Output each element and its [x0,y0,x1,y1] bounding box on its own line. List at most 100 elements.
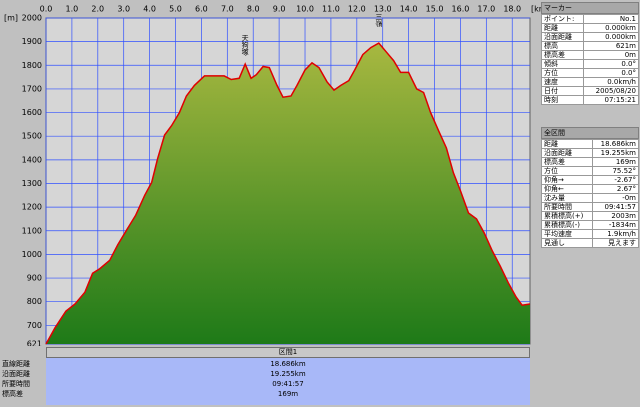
x-tick-label: 7.0 [221,5,234,14]
x-tick-label: 14.0 [400,5,418,14]
row-label: 平均速度 [541,229,593,239]
row-label: 傾斜 [540,59,585,69]
table-row: 方位 0.0° [540,68,639,78]
row-label: 累積標高(+) [541,211,593,221]
table-row: 沿面距離 0.000km [540,32,639,42]
row-label: 標高 [540,41,585,51]
table-row: 距離 18.686km [541,139,640,149]
section-label: 沿面距離 [2,370,30,378]
row-label: 時刻 [540,95,585,105]
row-value: 169m [591,157,640,167]
table-row: 平均速度 1.9km/h [541,229,640,239]
section-value: 09:41:57 [272,380,304,388]
y-tick-label: 1900 [22,37,42,46]
row-label: 沿面距離 [541,148,593,158]
x-tick-label: 17.0 [477,5,495,14]
row-value: 0.000km [583,32,639,42]
row-label: 見通し [541,238,593,248]
y-tick-label: 800 [27,297,42,306]
y-tick-label: 700 [27,321,42,330]
table-row: 沿面距離 19.255km [541,148,640,158]
x-tick-label: 10.0 [296,5,314,14]
row-label: 沈み量 [541,193,593,203]
row-label: 方位 [541,166,593,176]
marker-table: ポイント: No.1 距離 0.000km 沿面距離 0.000km 標高 621m 標高差 0m… [540,14,639,105]
table-row: 標高差 169m [541,157,640,167]
table-row: 沈み量 -0m [541,193,640,203]
table-row: 仰角→ -2.67° [541,175,640,185]
table-row: 見通し 見えます [541,238,640,248]
row-label: 標高差 [540,50,585,60]
row-label: 沿面距離 [540,32,585,42]
total-table: 距離 18.686km 沿面距離 19.255km 標高差 169m 方位 75.52° 仰角→… [541,139,640,248]
panel-title: マーカー [541,2,639,14]
y-tick-label: 1200 [22,203,42,212]
row-label: 所要時間 [541,202,593,212]
y-tick-label: 1500 [22,132,42,141]
x-tick-label: 16.0 [452,5,470,14]
table-row: 所要時間 09:41:57 [541,202,640,212]
peak-label: 三嶺 [375,13,383,28]
row-value: 75.52° [591,166,640,176]
marker-panel: マーカー ポイント: No.1 距離 0.000km 沿面距離 0.000km 標高 621m… [540,2,639,105]
section-bar[interactable]: 区間1 [46,347,530,358]
table-row: 仰角← 2.67° [541,184,640,194]
row-value: 0.0° [583,68,639,78]
y-tick-label: 1400 [22,155,42,164]
section-box [46,358,530,405]
row-value: 見えます [591,238,640,248]
row-label: 累積標高(-) [541,220,593,230]
x-tick-label: 8.0 [247,5,260,14]
row-value: 0.0km/h [583,77,639,87]
x-tick-label: 15.0 [426,5,444,14]
row-label: 仰角→ [541,175,593,185]
x-tick-label: 12.0 [348,5,366,14]
row-value: -1834m [591,220,640,230]
x-tick-label: 11.0 [322,5,340,14]
profile-line [45,42,531,345]
row-value: 2003m [591,211,640,221]
y-tick-label: 900 [27,274,42,283]
section-label: 標高差 [2,390,23,398]
total-panel: 全区間 距離 18.686km 沿面距離 19.255km 標高差 169m 方位 75.52… [541,127,640,248]
section-value: 169m [277,390,299,398]
row-value: 1.9km/h [591,229,640,239]
row-value: 0.000km [583,23,639,33]
x-tick-label: 6.0 [195,5,208,14]
row-value: -2.67° [591,175,640,185]
x-tick-label: 18.0 [503,5,521,14]
table-row: ポイント: No.1 [540,14,639,24]
x-unit: [km] [531,5,545,14]
x-tick-label: 5.0 [169,5,182,14]
peak-label: 天狗塚 [241,34,249,56]
elevation-chart: [m] [km] 621 700 800 900 1000 1100 1200 1300 140… [4,5,545,347]
table-row: 傾斜 0.0° [540,59,639,69]
table-row: 距離 0.000km [540,23,639,33]
y-unit: [m] [4,14,18,23]
table-row: 標高差 0m [540,50,639,60]
section-value: 18.686km [270,360,306,368]
table-row: 累積標高(+) 2003m [541,211,640,221]
panel-title: 全区間 [541,127,639,139]
table-row: 方位 75.52° [541,166,640,176]
row-value: -0m [591,193,640,203]
section-value: 19.255km [270,370,306,378]
table-row: 累積標高(-) -1834m [541,220,640,230]
y-tick-label: 1000 [22,250,42,259]
row-value: 07:15:21 [583,95,639,105]
row-label: ポイント: [540,14,585,24]
row-value: 19.255km [591,148,640,158]
row-value: 2.67° [591,184,640,194]
row-value: 2005/08/20 [583,86,639,96]
y-tick-label: 2000 [22,14,42,23]
x-tick-label: 3.0 [117,5,130,14]
y-tick-label: 1600 [22,108,42,117]
section-label: 直線距離 [2,360,30,368]
row-label: 日付 [540,86,585,96]
x-tick-label: 4.0 [143,5,156,14]
y-tick-label: 1100 [22,226,42,235]
area-fill [46,43,530,344]
x-tick-label: 0.0 [40,5,53,14]
row-label: 標高差 [541,157,593,167]
